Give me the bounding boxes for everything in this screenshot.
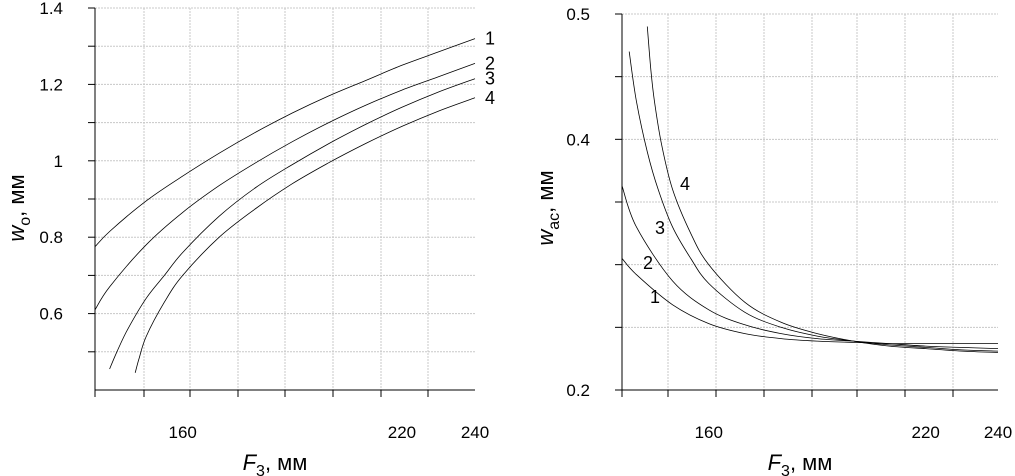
series-label-2: 2 [485, 53, 495, 73]
chart-wo: 160 220 240 0.6 0.8 1 1.2 1.4 F3, мм wo, мм 1 234 [4, 0, 495, 476]
series-label-1: 1 [485, 29, 495, 49]
x-tick-label: 160 [169, 423, 197, 442]
y-tick-label: 0.4 [566, 130, 590, 149]
x-tick-label: 240 [461, 423, 489, 442]
x-axis-label: F3, мм [243, 450, 308, 476]
y-tick-label: 1 [54, 152, 63, 171]
x-tick-label: 220 [388, 423, 416, 442]
series-line-1 [94, 38, 476, 247]
series-line-1 [621, 258, 998, 345]
series-label-4: 4 [680, 174, 690, 194]
x-tick-label: 240 [984, 423, 1012, 442]
y-tick-label: 1.4 [39, 0, 63, 18]
series-line-4 [134, 97, 476, 373]
series-line-3 [109, 78, 476, 370]
series-label-3: 3 [485, 69, 495, 89]
y-tick-label: 0.8 [39, 228, 63, 247]
y-tick-label: 0.2 [566, 381, 590, 400]
series-label-3: 3 [655, 218, 665, 238]
series-line-2 [94, 63, 476, 311]
y-tick-label: 0.5 [566, 5, 590, 24]
series-line-4 [646, 26, 999, 353]
series-line-2 [621, 185, 999, 349]
x-axis-label: F3, мм [768, 450, 833, 476]
y-tick-label: 0.6 [39, 305, 63, 324]
x-tick-label: 220 [912, 423, 940, 442]
series-label-1: 1 [650, 287, 660, 307]
chart-wac: 160 220 240 0.2 0.4 0.5 F3, мм wac, мм 1 23 4 [533, 5, 1012, 476]
y-axis-label: wac, мм [533, 170, 563, 245]
series-line-3 [628, 51, 999, 352]
series-label-2: 2 [643, 253, 653, 273]
x-tick-label: 160 [695, 423, 723, 442]
series-label-4: 4 [485, 88, 495, 108]
y-tick-label: 1.2 [39, 75, 63, 94]
y-axis-label: wo, мм [4, 174, 34, 241]
